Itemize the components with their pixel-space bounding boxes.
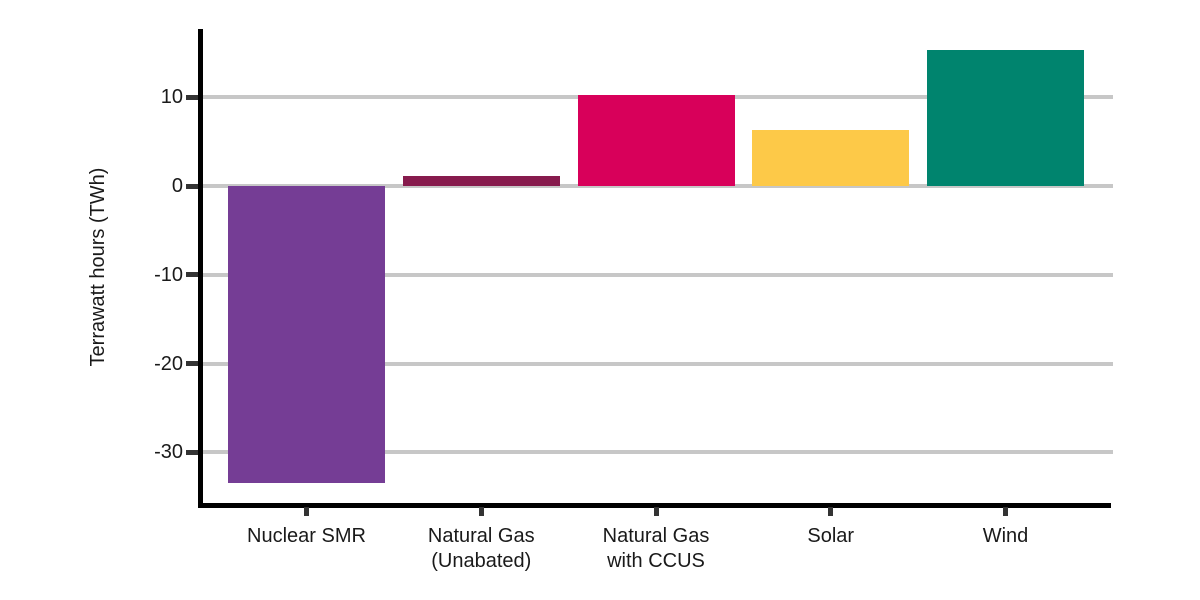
y-tick-label: -30 <box>154 441 183 464</box>
bar-natural-gas-with-ccus <box>577 94 735 186</box>
x-tick-label: Solar <box>721 524 941 549</box>
gridline <box>202 272 1113 277</box>
x-tick-label-line: Natural Gas <box>427 525 535 547</box>
x-axis-tick <box>304 507 309 516</box>
y-axis-line <box>198 29 203 508</box>
bar-solar <box>752 130 910 186</box>
x-axis-tick <box>828 507 834 516</box>
x-tick-label-line: Natural Gas <box>602 525 710 547</box>
gridline <box>202 450 1113 455</box>
x-axis-tick <box>478 507 484 516</box>
bar-natural-gas-unabated <box>402 176 560 186</box>
bar-nuclear-smr <box>228 186 385 484</box>
x-tick-label-line: Wind <box>982 525 1029 547</box>
x-axis-tick <box>1003 507 1008 516</box>
y-tick-label: -10 <box>154 263 183 286</box>
y-axis-tick <box>186 183 198 189</box>
y-tick-label: -20 <box>154 352 183 375</box>
x-tick-label: Natural Gas (Unabated) <box>371 524 591 574</box>
x-axis-tick <box>653 507 659 516</box>
x-tick-label-line: with CCUS <box>607 550 705 572</box>
gridline <box>202 184 1113 188</box>
y-axis-tick <box>186 94 198 100</box>
gridline <box>202 361 1113 366</box>
x-tick-label-line: Solar <box>807 525 855 547</box>
y-axis-tick <box>186 361 198 367</box>
x-tick-label: Nuclear SMR <box>197 524 417 549</box>
x-axis-line <box>198 503 1111 508</box>
y-axis-tick <box>186 449 198 455</box>
y-tick-label: 10 <box>160 86 183 109</box>
x-tick-label-line: Nuclear SMR <box>247 525 366 547</box>
y-axis-tick <box>186 272 198 278</box>
x-tick-label: Natural Gas with CCUS <box>546 524 766 574</box>
x-tick-label: Wind <box>896 524 1116 549</box>
y-tick-label: 0 <box>171 175 183 197</box>
x-tick-label-line: (Unabated) <box>431 550 532 572</box>
bar-wind <box>927 50 1084 186</box>
